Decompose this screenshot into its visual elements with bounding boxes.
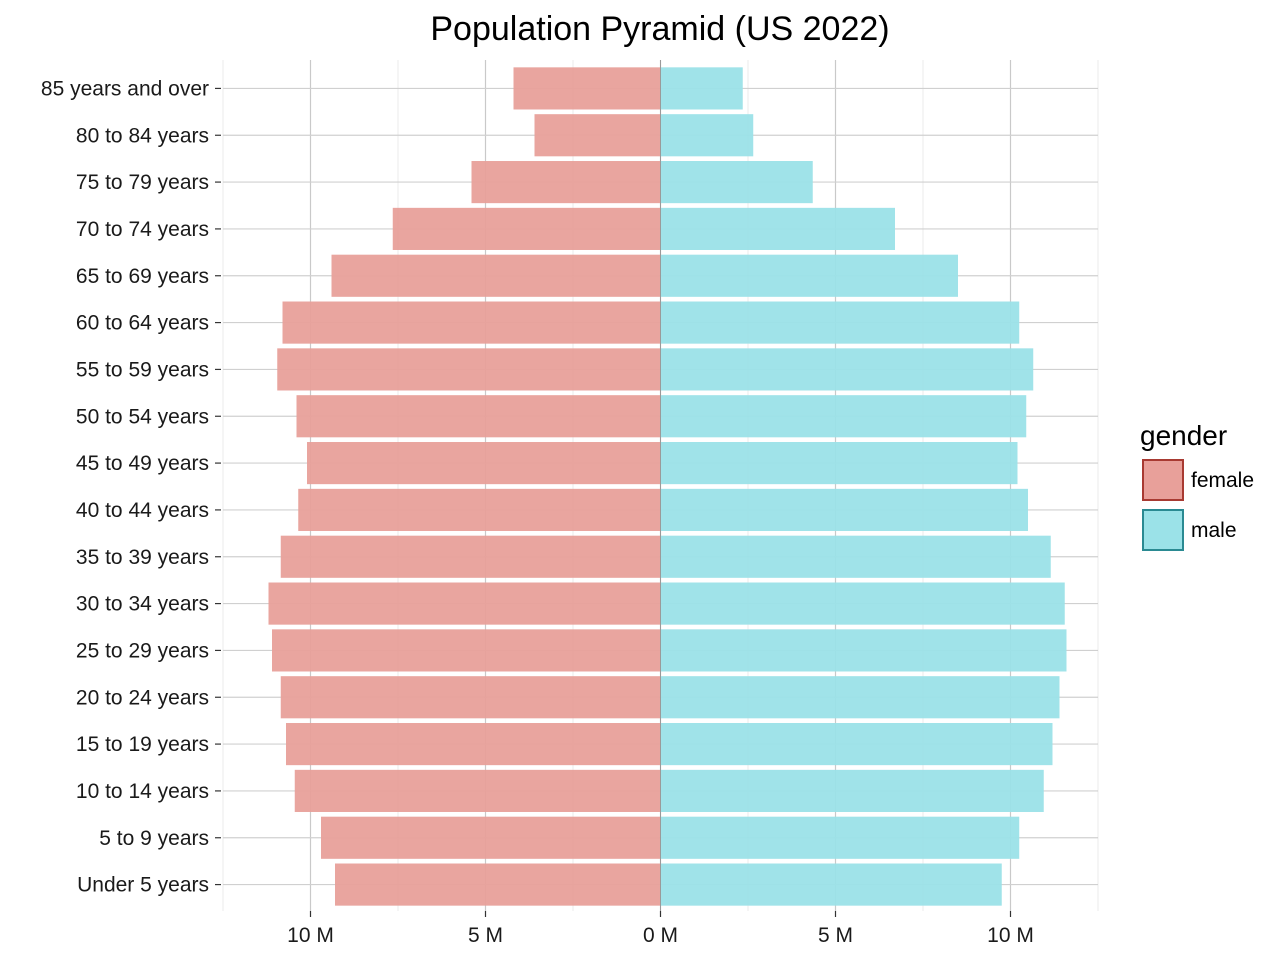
bar-male bbox=[660, 207, 895, 250]
bar-male bbox=[660, 67, 743, 110]
bar-female bbox=[277, 348, 661, 391]
y-tick-label: 25 to 29 years bbox=[76, 639, 209, 662]
y-tick-label: 55 to 59 years bbox=[76, 358, 209, 381]
legend-title: gender bbox=[1140, 420, 1227, 451]
y-tick-label: 10 to 14 years bbox=[76, 780, 209, 803]
bar-male bbox=[660, 816, 1020, 859]
y-tick-label: 50 to 54 years bbox=[76, 405, 209, 428]
x-tick-label: 10 M bbox=[287, 924, 334, 947]
y-tick-label: 35 to 39 years bbox=[76, 546, 209, 569]
bar-male bbox=[660, 442, 1018, 485]
bar-male bbox=[660, 161, 813, 204]
x-tick-label: 5 M bbox=[818, 924, 853, 947]
bar-female bbox=[513, 67, 661, 110]
bar-female bbox=[307, 442, 661, 485]
y-tick-label: 75 to 79 years bbox=[76, 171, 209, 194]
bar-female bbox=[272, 629, 661, 672]
bar-male bbox=[660, 769, 1044, 812]
y-tick-label: 60 to 64 years bbox=[76, 312, 209, 335]
y-tick-label: 40 to 44 years bbox=[76, 499, 209, 522]
bar-female bbox=[534, 114, 661, 157]
y-tick-label: 70 to 74 years bbox=[76, 218, 209, 241]
bar-female bbox=[294, 769, 661, 812]
y-tick-label: 5 to 9 years bbox=[99, 827, 209, 850]
y-tick-label: Under 5 years bbox=[77, 874, 209, 897]
y-tick-label: 80 to 84 years bbox=[76, 124, 209, 147]
y-tick-label: 20 to 24 years bbox=[76, 686, 209, 709]
y-tick-label: 45 to 49 years bbox=[76, 452, 209, 475]
bar-male bbox=[660, 301, 1020, 344]
x-tick-label: 0 M bbox=[643, 924, 678, 947]
bar-male bbox=[660, 582, 1065, 625]
bar-male bbox=[660, 114, 754, 157]
chart-title: Population Pyramid (US 2022) bbox=[430, 10, 889, 48]
y-tick-label: 15 to 19 years bbox=[76, 733, 209, 756]
bars bbox=[268, 60, 1067, 911]
bar-female bbox=[321, 816, 661, 859]
y-axis: Under 5 years 5 to 9 years 10 to 14 years 1… bbox=[41, 77, 221, 897]
bar-female bbox=[298, 488, 661, 531]
bar-male bbox=[660, 863, 1002, 906]
y-tick-label: 65 to 69 years bbox=[76, 265, 209, 288]
bar-female bbox=[280, 676, 661, 719]
legend-label-male: male bbox=[1191, 519, 1237, 542]
bar-male bbox=[660, 535, 1051, 578]
bar-female bbox=[268, 582, 661, 625]
bar-male bbox=[660, 254, 958, 297]
legend: gender female male bbox=[1140, 420, 1254, 551]
bar-male bbox=[660, 629, 1067, 672]
bar-female bbox=[280, 535, 661, 578]
x-tick-label: 5 M bbox=[468, 924, 503, 947]
y-tick-label: 85 years and over bbox=[41, 77, 209, 100]
bar-female bbox=[296, 395, 661, 438]
bar-male bbox=[660, 676, 1060, 719]
y-tick-label: 30 to 34 years bbox=[76, 593, 209, 616]
legend-swatch-female bbox=[1142, 459, 1184, 501]
bar-male bbox=[660, 723, 1053, 766]
legend-label-female: female bbox=[1191, 469, 1254, 492]
bar-female bbox=[392, 207, 661, 250]
bar-male bbox=[660, 348, 1034, 391]
bar-female bbox=[286, 723, 661, 766]
bar-female bbox=[282, 301, 661, 344]
bar-female bbox=[335, 863, 661, 906]
legend-swatch-male bbox=[1142, 509, 1184, 551]
x-axis: 10 M 5 M 0 M 5 M 10 M bbox=[287, 911, 1034, 947]
bar-male bbox=[660, 488, 1028, 531]
bar-male bbox=[660, 395, 1027, 438]
bar-female bbox=[471, 161, 661, 204]
x-tick-label: 10 M bbox=[987, 924, 1034, 947]
bar-female bbox=[331, 254, 661, 297]
